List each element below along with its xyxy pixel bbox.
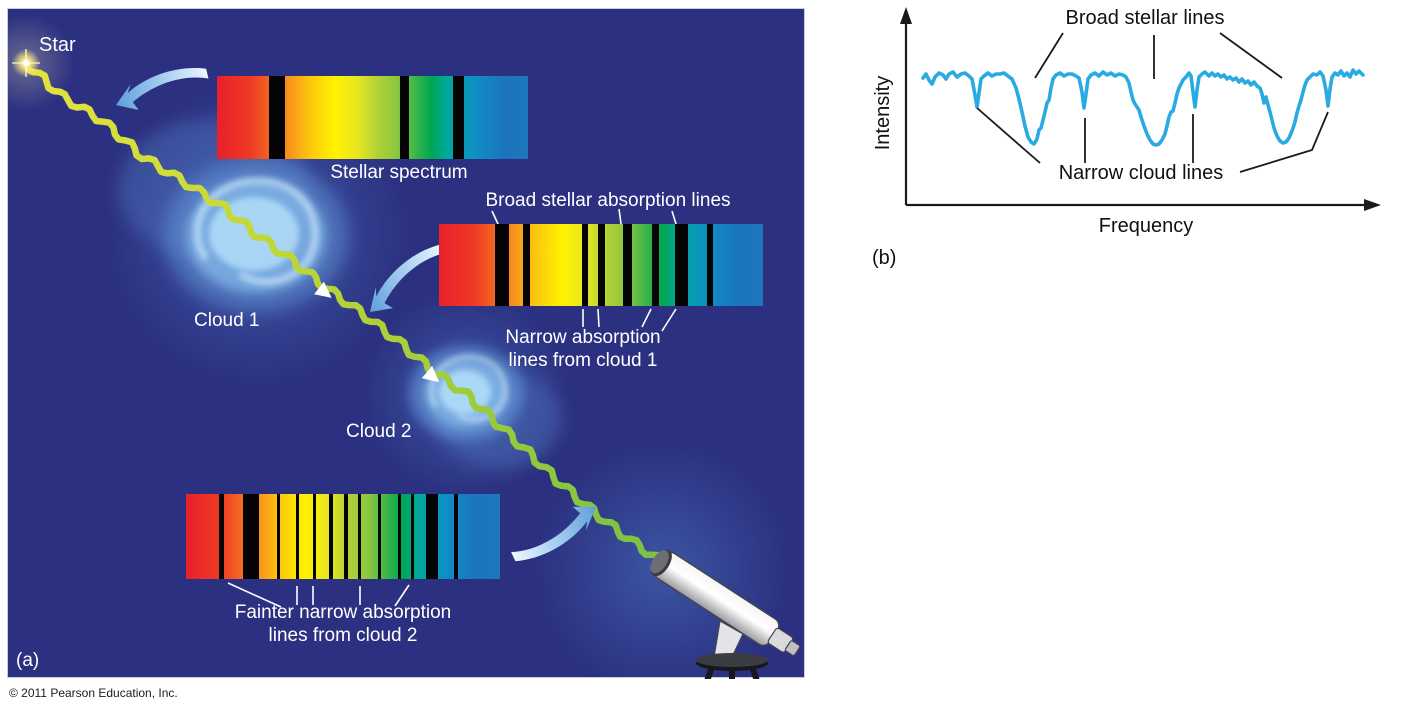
broad-absorption-line xyxy=(268,76,285,159)
narrow-absorption-line xyxy=(411,494,415,579)
broad-absorption-line xyxy=(623,224,633,306)
broad-absorption-line xyxy=(453,76,464,159)
panel-b-graph: Intensity Frequency Broad stellar lines … xyxy=(860,0,1402,300)
narrow-absorption-line xyxy=(707,224,714,306)
star-label: Star xyxy=(39,34,76,56)
narrow-absorption-line xyxy=(397,494,401,579)
broad-absorption-line xyxy=(494,224,509,306)
narrow-absorption-line xyxy=(598,224,606,306)
fainter-narrow-cloud2-label: Fainter narrow absorption lines from clo… xyxy=(213,601,473,647)
copyright-credit: © 2011 Pearson Education, Inc. xyxy=(9,686,178,700)
narrow-absorption-line xyxy=(218,494,224,579)
intensity-frequency-plot xyxy=(900,7,1381,211)
narrow-absorption-line xyxy=(522,224,530,306)
broad-absorption-lines-label: Broad stellar absorption lines xyxy=(485,190,731,211)
axes xyxy=(904,20,1368,207)
pointer-lines-narrow-cloud xyxy=(976,107,1329,173)
ray-arrowhead-icon xyxy=(421,365,440,383)
panel-b-tag: (b) xyxy=(872,247,897,269)
telescope-icon xyxy=(650,549,801,679)
narrow-absorption-line xyxy=(312,494,317,579)
narrow-absorption-cloud1-label: Narrow absorption lines from cloud 1 xyxy=(483,326,683,372)
narrow-absorption-line xyxy=(454,494,459,579)
narrow-absorption-line xyxy=(377,494,381,579)
swoosh-arrow-to-cloud1-spectrum xyxy=(370,244,446,312)
pointer-lines-broad-absorption xyxy=(491,208,677,225)
stellar-spectrum-caption: Stellar spectrum xyxy=(330,162,468,183)
cloud1-label: Cloud 1 xyxy=(194,310,260,331)
stellar-spectrum-bar xyxy=(217,76,528,159)
cloud2-label: Cloud 2 xyxy=(346,421,412,442)
label-line: Narrow absorption xyxy=(505,327,661,348)
ray-arrowhead-icon xyxy=(314,281,332,298)
pointer-lines-narrow-cloud1 xyxy=(582,308,677,332)
x-axis-label: Frequency xyxy=(1098,215,1194,237)
light-ray xyxy=(22,59,665,565)
x-axis-arrow-icon xyxy=(1364,199,1381,211)
star-icon xyxy=(12,49,40,77)
cloud1-spectrum-bar xyxy=(439,224,763,306)
panel-a-artwork xyxy=(12,49,801,679)
swoosh-arrow-to-stellar-spectrum xyxy=(116,68,209,111)
broad-absorption-line xyxy=(399,76,409,159)
narrow-absorption-line xyxy=(277,494,281,579)
intensity-curve xyxy=(921,68,1365,147)
swoosh-arrow-from-cloud2-spectrum xyxy=(511,506,596,562)
cloud2-spectrum-bar xyxy=(186,494,500,579)
broad-stellar-lines-annotation: Broad stellar lines xyxy=(1065,7,1225,29)
narrow-absorption-line xyxy=(581,224,589,306)
narrow-absorption-line xyxy=(343,494,349,579)
panel-a-illustration: Star Stellar spectrum Broad stellar abso… xyxy=(7,8,805,679)
pointer-lines-fainter-cloud2 xyxy=(227,582,410,608)
narrow-absorption-line xyxy=(295,494,300,579)
broad-absorption-line xyxy=(675,224,689,306)
panel-a-tag: (a) xyxy=(16,650,40,671)
y-axis-label: Intensity xyxy=(872,75,894,151)
label-line: Fainter narrow absorption xyxy=(234,602,452,623)
narrow-absorption-line xyxy=(652,224,659,306)
broad-absorption-line xyxy=(243,494,260,579)
narrow-cloud-lines-annotation: Narrow cloud lines xyxy=(1058,162,1224,184)
broad-absorption-line xyxy=(425,494,438,579)
y-axis-arrow-icon xyxy=(900,7,912,24)
narrow-absorption-line xyxy=(328,494,333,579)
label-line: lines from cloud 1 xyxy=(508,350,658,371)
label-line: lines from cloud 2 xyxy=(268,625,418,646)
pointer-lines-broad-stellar xyxy=(1034,32,1283,79)
narrow-absorption-line xyxy=(358,494,362,579)
